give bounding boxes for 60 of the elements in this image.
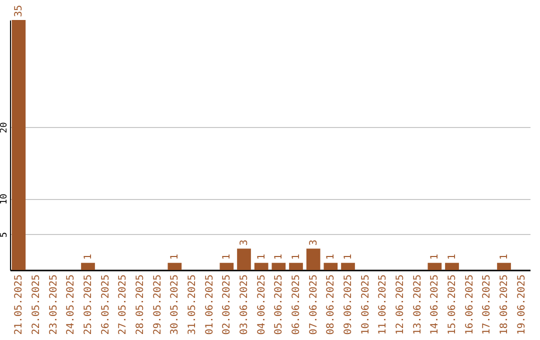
bar [324,262,338,270]
data-label: 1 [430,254,441,260]
bar [220,262,234,270]
x-tick-label: 24.05.2025 [66,274,77,335]
x-tick-label: 18.06.2025 [499,274,510,335]
data-label: 3 [308,240,320,246]
data-label: 1 [274,254,285,260]
bar [168,262,182,270]
x-tick-label: 17.06.2025 [482,274,493,335]
x-tick-label: 31.05.2025 [187,274,198,335]
x-tick-label: 15.06.2025 [447,274,458,335]
x-tick-label: 26.05.2025 [100,274,112,335]
data-label: 1 [326,254,337,260]
x-tick-label: 13.06.2025 [412,274,424,335]
x-tick-label: 03.06.2025 [239,274,250,335]
bar [341,262,355,270]
x-tick-label: 09.06.2025 [343,274,354,335]
data-label: 1 [499,254,510,260]
bar [428,262,442,270]
x-tick-label: 25.05.2025 [83,274,94,335]
bar [237,248,251,270]
x-tick-label: 29.05.2025 [152,274,164,335]
data-label: 3 [239,240,250,246]
y-tick-label: 10 [0,194,10,204]
data-label: 1 [291,254,302,260]
data-label: 1 [256,254,268,260]
bar [306,248,320,270]
y-tick-label: 20 [0,122,10,134]
bar [289,262,303,270]
bar [497,262,511,270]
x-tick-label: 12.06.2025 [395,274,406,335]
data-label: 1 [447,254,458,260]
x-tick-label: 22.05.2025 [31,274,42,335]
x-tick-label: 21.05.2025 [14,274,25,335]
bar [254,262,268,270]
x-tick-label: 07.06.2025 [308,274,320,335]
x-tick-label: 06.06.2025 [291,274,302,335]
data-label: 1 [222,254,233,260]
x-tick-label: 19.06.2025 [516,274,528,335]
x-tick-label: 30.05.2025 [170,274,181,335]
data-label: 1 [83,254,94,260]
x-tick-label: 23.05.2025 [48,274,60,335]
data-label: 1 [343,254,354,260]
data-label: 1 [170,254,181,260]
bar [445,262,459,270]
x-tick-label: 10.06.2025 [360,274,372,335]
x-tick-label: 14.06.2025 [430,274,441,335]
x-tick-label: 05.06.2025 [274,274,285,335]
x-tick-label: 04.06.2025 [256,274,268,335]
bar [272,262,286,270]
y-tick-label: 5 [0,232,10,238]
x-tick-label: 01.06.2025 [204,274,216,335]
x-tick-label: 27.05.2025 [118,274,129,335]
bar [81,262,95,270]
x-tick-label: 11.06.2025 [378,274,389,335]
x-tick-label: 28.05.2025 [135,274,146,335]
x-tick-label: 16.06.2025 [464,274,476,335]
data-label: 35 [14,4,25,17]
x-tick-label: 08.06.2025 [326,274,337,335]
x-tick-label: 02.06.2025 [222,274,233,335]
